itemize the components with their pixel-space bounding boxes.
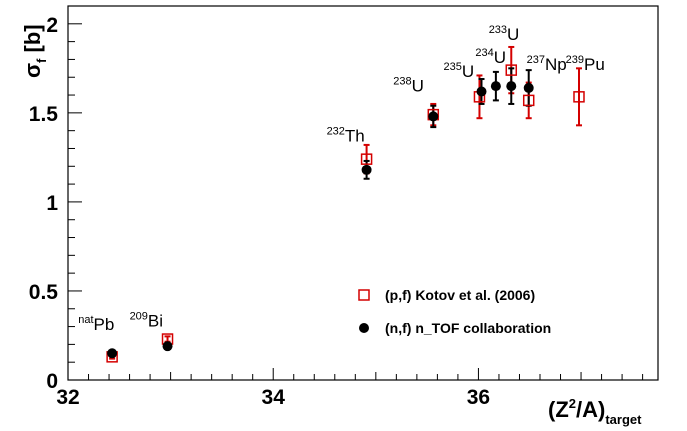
legend-marker-kotov	[358, 289, 370, 301]
data-point-ntof	[476, 86, 487, 97]
isotope-mass: 233	[489, 24, 507, 36]
isotope-symbol: Th	[345, 126, 365, 145]
isotope-mass: 237	[527, 54, 545, 66]
y-axis-title-rest: [b]	[20, 24, 45, 58]
isotope-mass: 239	[566, 54, 584, 66]
isotope-mass: 209	[130, 311, 148, 323]
isotope-mass: 238	[393, 75, 411, 87]
y-axis-title: σf [b]	[20, 24, 49, 78]
isotope-label: 209Bi	[130, 311, 163, 331]
isotope-symbol: Bi	[148, 312, 163, 331]
legend: (p,f) Kotov et al. (2006) (n,f) n_TOF co…	[358, 287, 551, 336]
legend-label-ntof: (n,f) n_TOF collaboration	[385, 320, 551, 336]
x-axis-title-sub: target	[605, 412, 642, 427]
isotope-symbol: U	[412, 76, 424, 95]
isotope-symbol: Pu	[584, 55, 605, 74]
data-point-ntof	[162, 341, 173, 352]
isotope-label: 239Pu	[566, 54, 605, 74]
y-tick-label: 1	[46, 192, 58, 215]
legend-label-kotov: (p,f) Kotov et al. (2006)	[385, 287, 535, 303]
isotope-symbol: U	[462, 62, 474, 81]
isotope-mass: 234	[475, 47, 493, 59]
error-bars	[109, 45, 582, 360]
data-markers	[106, 64, 585, 363]
isotope-label: 233U	[489, 24, 520, 44]
data-point-ntof	[523, 82, 534, 93]
y-axis-title-sub: f	[34, 58, 49, 63]
isotope-label: 234U	[475, 47, 506, 67]
data-point-kotov	[360, 153, 373, 165]
data-point-ntof	[361, 164, 372, 175]
data-point-kotov	[573, 91, 585, 103]
isotope-labels: natPb 209Bi232Th238U235U234U233U237Np239P…	[78, 24, 605, 334]
legend-marker-ntof	[359, 323, 369, 333]
isotope-symbol: U	[494, 48, 506, 67]
data-point-ntof	[428, 111, 439, 122]
x-axis-title-sup: 2	[569, 396, 576, 411]
data-point-ntof	[107, 348, 118, 359]
isotope-symbol: U	[507, 25, 519, 44]
isotope-label: 232Th	[327, 125, 365, 145]
y-tick-label: 0.5	[29, 281, 59, 304]
x-tick-label: 36	[467, 386, 490, 409]
data-point-ntof	[506, 81, 517, 92]
isotope-mass: 235	[444, 61, 462, 73]
axis-tick-labels: 32 34 36 0 0.5 1 1.5 2	[29, 14, 490, 409]
x-tick-label: 34	[262, 386, 286, 409]
x-axis-title-mid: /A)	[576, 397, 605, 422]
plot-frame	[67, 5, 659, 381]
y-tick-label: 2	[46, 14, 58, 37]
data-point-ntof	[490, 81, 501, 92]
x-axis-title-main: (Z	[548, 397, 569, 422]
axis-ticks	[67, 5, 644, 381]
x-tick-label: 32	[56, 386, 79, 409]
x-axis-title: (Z2/A)target	[548, 396, 642, 427]
isotope-symbol: Pb	[94, 315, 115, 334]
y-tick-label: 0	[46, 370, 58, 393]
isotope-label: 238U	[393, 75, 424, 95]
y-tick-label: 1.5	[29, 103, 59, 126]
isotope-label: 235U	[444, 61, 475, 81]
data-point-kotov	[522, 94, 535, 107]
isotope-label: 237Np	[527, 54, 567, 74]
isotope-mass: 232	[327, 125, 345, 137]
isotope-symbol: Np	[545, 55, 567, 74]
isotope-mass: nat	[78, 314, 93, 326]
isotope-label: natPb	[78, 314, 114, 334]
data-point-kotov	[505, 64, 518, 76]
y-axis-title-main: σ	[20, 63, 45, 78]
